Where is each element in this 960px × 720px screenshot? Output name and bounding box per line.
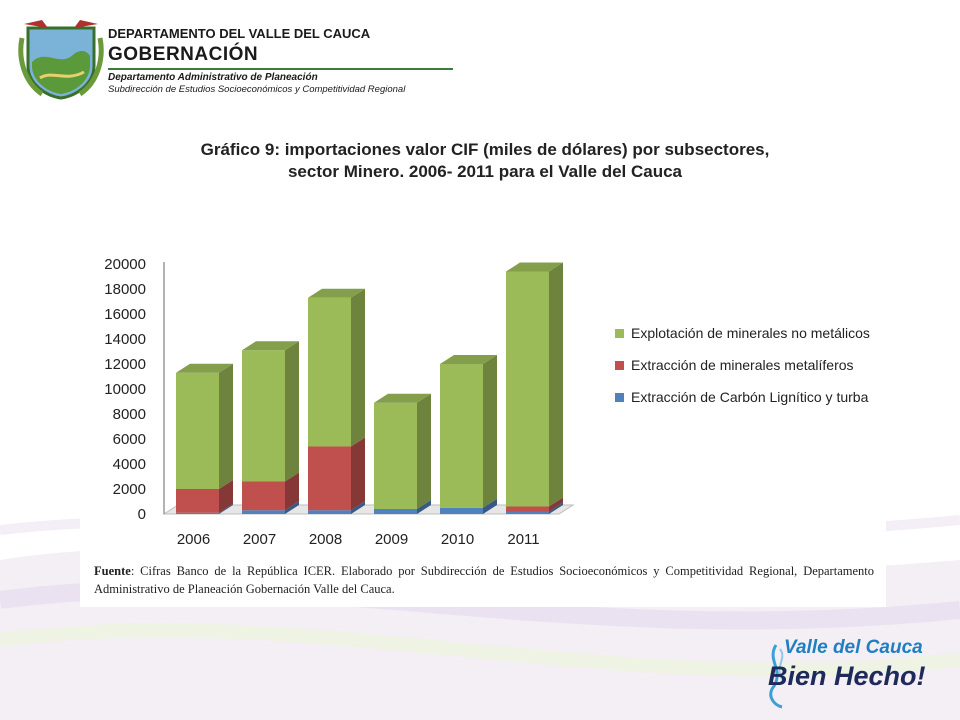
brand-slogan: Bien Hecho! — [768, 661, 926, 691]
legend-swatch — [615, 329, 624, 338]
bar-segment-side — [483, 498, 497, 514]
bar-segment-side — [417, 500, 431, 514]
bar-segment-front — [176, 489, 219, 513]
studies-subdirectorate: Subdirección de Estudios Socioeconómicos… — [108, 84, 406, 95]
dancer-icon — [769, 644, 785, 709]
legend-swatch — [615, 393, 624, 402]
bar-segment-side — [219, 480, 233, 513]
x-tick-label: 2008 — [309, 531, 342, 548]
bar-segment-front — [374, 402, 417, 509]
bar-segment-side — [285, 501, 299, 514]
governorship-title: GOBERNACIÓN — [108, 44, 259, 65]
bar-segment-front — [176, 512, 219, 514]
stacked-bar-chart: 0 2000 4000 6000 8000 10000 12000 14000 16000 180… — [104, 256, 575, 548]
source-note: Fuente: Cifras Banco de la República ICE… — [94, 562, 874, 598]
bar-top — [242, 341, 299, 351]
bar-top — [374, 393, 431, 403]
bar-segment-side — [417, 393, 431, 509]
y-tick-label: 8000 — [113, 406, 146, 423]
chart-title: Gráfico 9: importaciones valor CIF (mile… — [160, 139, 810, 183]
legend-item: Extracción de Carbón Lignítico y turba — [615, 387, 875, 407]
bar-segment-front — [308, 297, 351, 447]
bar-segment-front — [440, 507, 483, 514]
chart-title-line1: Gráfico 9: importaciones valor CIF (mile… — [200, 140, 770, 159]
y-tick-label: 0 — [138, 506, 146, 523]
source-label: Fuente — [94, 564, 131, 578]
bar-top — [506, 262, 563, 272]
legend-swatch — [615, 361, 624, 370]
x-tick-label: 2006 — [177, 531, 210, 548]
bar-segment-front — [506, 511, 549, 514]
bar-segment-side — [351, 501, 365, 514]
y-tick-label: 2000 — [113, 481, 146, 498]
bar-segment-side — [351, 288, 365, 447]
bar-segment-side — [285, 472, 299, 511]
coat-of-arms-icon — [18, 20, 104, 100]
legend-label: Extracción de Carbón Lignítico y turba — [631, 389, 869, 405]
y-tick-label: 10000 — [104, 381, 146, 398]
bar-segment-side — [219, 503, 233, 514]
bar-segment-front — [308, 510, 351, 514]
bar-segment-side — [351, 437, 365, 511]
x-tick-label: 2011 — [507, 531, 539, 548]
y-tick-label: 12000 — [104, 356, 146, 373]
y-tick-label: 6000 — [113, 431, 146, 448]
header: DEPARTAMENTO DEL VALLE DEL CAUCA GOBERNA… — [0, 0, 960, 110]
legend-label: Explotación de minerales no metálicos — [631, 325, 870, 341]
y-tick-label: 16000 — [104, 306, 146, 323]
brand-logo: Valle del Cauca Bien Hecho! — [762, 635, 952, 715]
bar-segment-side — [549, 497, 563, 512]
legend-item: Explotación de minerales no metálicos — [615, 323, 875, 343]
bar-segment-side — [549, 262, 563, 507]
bar-segment-front — [374, 509, 417, 514]
bar-segment-front — [506, 506, 549, 512]
chart-legend: Explotación de minerales no metálicos Ext… — [615, 323, 875, 419]
source-text: : Cifras Banco de la República ICER. Ela… — [94, 564, 874, 596]
y-tick-label: 14000 — [104, 331, 146, 348]
bar-segment-front — [242, 350, 285, 482]
bar-segment-front — [506, 271, 549, 507]
chart-title-line2: sector Minero. 2006- 2011 para el Valle … — [287, 162, 683, 181]
y-tick-label: 20000 — [104, 256, 146, 273]
department-name: DEPARTAMENTO DEL VALLE DEL CAUCA — [108, 26, 371, 41]
bar-top — [176, 363, 233, 373]
bar-segment-front — [440, 364, 483, 508]
bar-segment-front — [176, 372, 219, 489]
planning-department: Departamento Administrativo de Planeació… — [108, 72, 318, 83]
bar-segment-front — [242, 481, 285, 511]
bar-segment-side — [483, 355, 497, 508]
bar-segment-side — [219, 363, 233, 489]
x-tick-label: 2009 — [375, 531, 408, 548]
bar-top — [440, 355, 497, 364]
bar-segment-front — [308, 446, 351, 511]
chart-panel: Gráfico 9: importaciones valor CIF (mile… — [80, 133, 886, 607]
bar-segment-side — [549, 502, 563, 514]
bar-segment-side — [285, 341, 299, 482]
bar-top — [308, 288, 365, 298]
x-tick-label: 2007 — [243, 531, 276, 548]
brand-name: Valle del Cauca — [784, 637, 923, 658]
x-tick-label: 2010 — [441, 531, 474, 548]
header-divider — [108, 68, 453, 70]
legend-label: Extracción de minerales metalíferos — [631, 357, 854, 373]
bar-segment-front — [242, 510, 285, 514]
y-tick-label: 4000 — [113, 456, 146, 473]
legend-item: Extracción de minerales metalíferos — [615, 355, 875, 375]
y-tick-label: 18000 — [104, 281, 146, 298]
